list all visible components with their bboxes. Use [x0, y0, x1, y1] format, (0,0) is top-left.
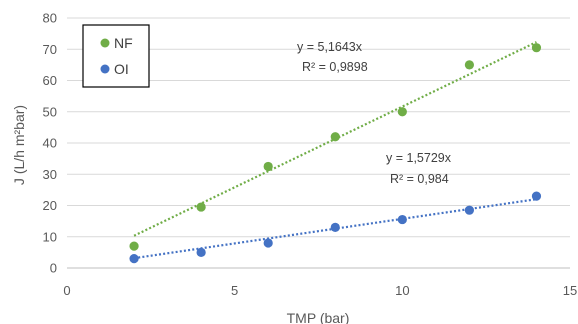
- data-points: [129, 43, 542, 264]
- legend-label-nf: NF: [114, 35, 133, 51]
- y-axis-title: J (L/h m²bar): [11, 105, 27, 185]
- y-tick-label: 60: [43, 73, 57, 88]
- nf-trendline-equation: y = 5,1643x: [297, 40, 363, 54]
- legend: NF OI: [82, 24, 150, 88]
- y-tick-label: 10: [43, 229, 57, 244]
- x-axis-title: TMP (bar): [287, 310, 350, 324]
- data-point-oi: [263, 238, 273, 248]
- legend-marker-nf: [100, 38, 110, 48]
- oi-trendline-r-squared: R² = 0,984: [390, 172, 449, 186]
- y-tick-label: 0: [50, 261, 57, 276]
- data-point-nf: [464, 60, 474, 70]
- nf-trendline-r-squared: R² = 0,9898: [302, 60, 368, 74]
- data-point-oi: [397, 214, 407, 225]
- legend-marker-oi: [100, 64, 110, 74]
- data-point-nf: [263, 161, 273, 172]
- x-tick-label: 15: [563, 283, 577, 298]
- data-point-nf: [531, 43, 542, 53]
- legend-box: [82, 24, 150, 88]
- data-point-nf: [129, 241, 139, 251]
- data-point-oi: [330, 222, 340, 232]
- tick-labels: 0 10 20 30 40 50 60 70 80 0 5 10 15: [43, 11, 578, 299]
- y-tick-label: 80: [43, 11, 57, 26]
- y-tick-label: 20: [43, 198, 57, 213]
- x-tick-label: 10: [395, 283, 409, 298]
- data-point-nf: [330, 132, 340, 142]
- data-point-nf: [196, 202, 206, 212]
- x-tick-label: 5: [231, 283, 238, 298]
- data-point-oi: [464, 205, 474, 215]
- legend-label-oi: OI: [114, 61, 129, 77]
- oi-trendline-equation: y = 1,5729x: [386, 151, 452, 165]
- data-point-oi: [129, 254, 139, 264]
- y-tick-label: 50: [43, 104, 57, 119]
- y-tick-label: 30: [43, 167, 57, 182]
- y-tick-label: 40: [43, 136, 57, 151]
- data-point-oi: [196, 247, 206, 257]
- data-point-nf: [397, 107, 407, 117]
- data-point-oi: [531, 191, 542, 201]
- y-tick-label: 70: [43, 42, 57, 57]
- x-tick-label: 0: [63, 283, 70, 298]
- gridlines: [67, 17, 570, 238]
